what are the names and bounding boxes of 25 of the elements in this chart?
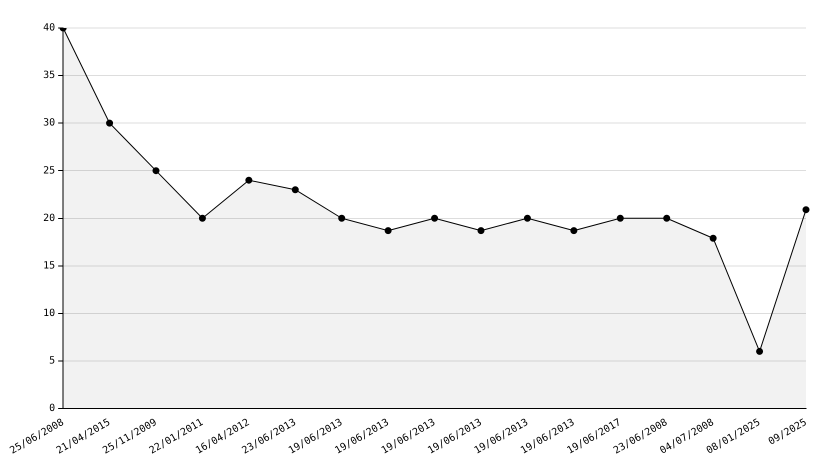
point xyxy=(570,227,578,234)
point xyxy=(152,167,160,174)
point xyxy=(802,206,810,214)
point xyxy=(384,227,392,234)
point xyxy=(756,348,764,355)
point xyxy=(198,214,206,222)
y-tick-label: 5 xyxy=(49,356,56,367)
y-tick-label: 15 xyxy=(43,260,56,272)
point xyxy=(710,234,717,242)
point xyxy=(292,186,299,194)
y-tick-label: 25 xyxy=(43,165,56,176)
point xyxy=(616,214,624,222)
point xyxy=(478,227,484,234)
point xyxy=(106,120,114,127)
point xyxy=(524,214,531,222)
y-tick-label: 20 xyxy=(43,212,56,224)
point xyxy=(245,176,252,184)
y-tick-label: 30 xyxy=(43,118,56,129)
point xyxy=(431,214,438,222)
point xyxy=(663,214,670,222)
y-tick-label: 0 xyxy=(49,403,56,414)
y-tick-label: 40 xyxy=(43,22,56,34)
y-tick-label: 35 xyxy=(43,70,56,82)
point xyxy=(338,214,346,222)
y-tick-label: 10 xyxy=(43,308,56,319)
